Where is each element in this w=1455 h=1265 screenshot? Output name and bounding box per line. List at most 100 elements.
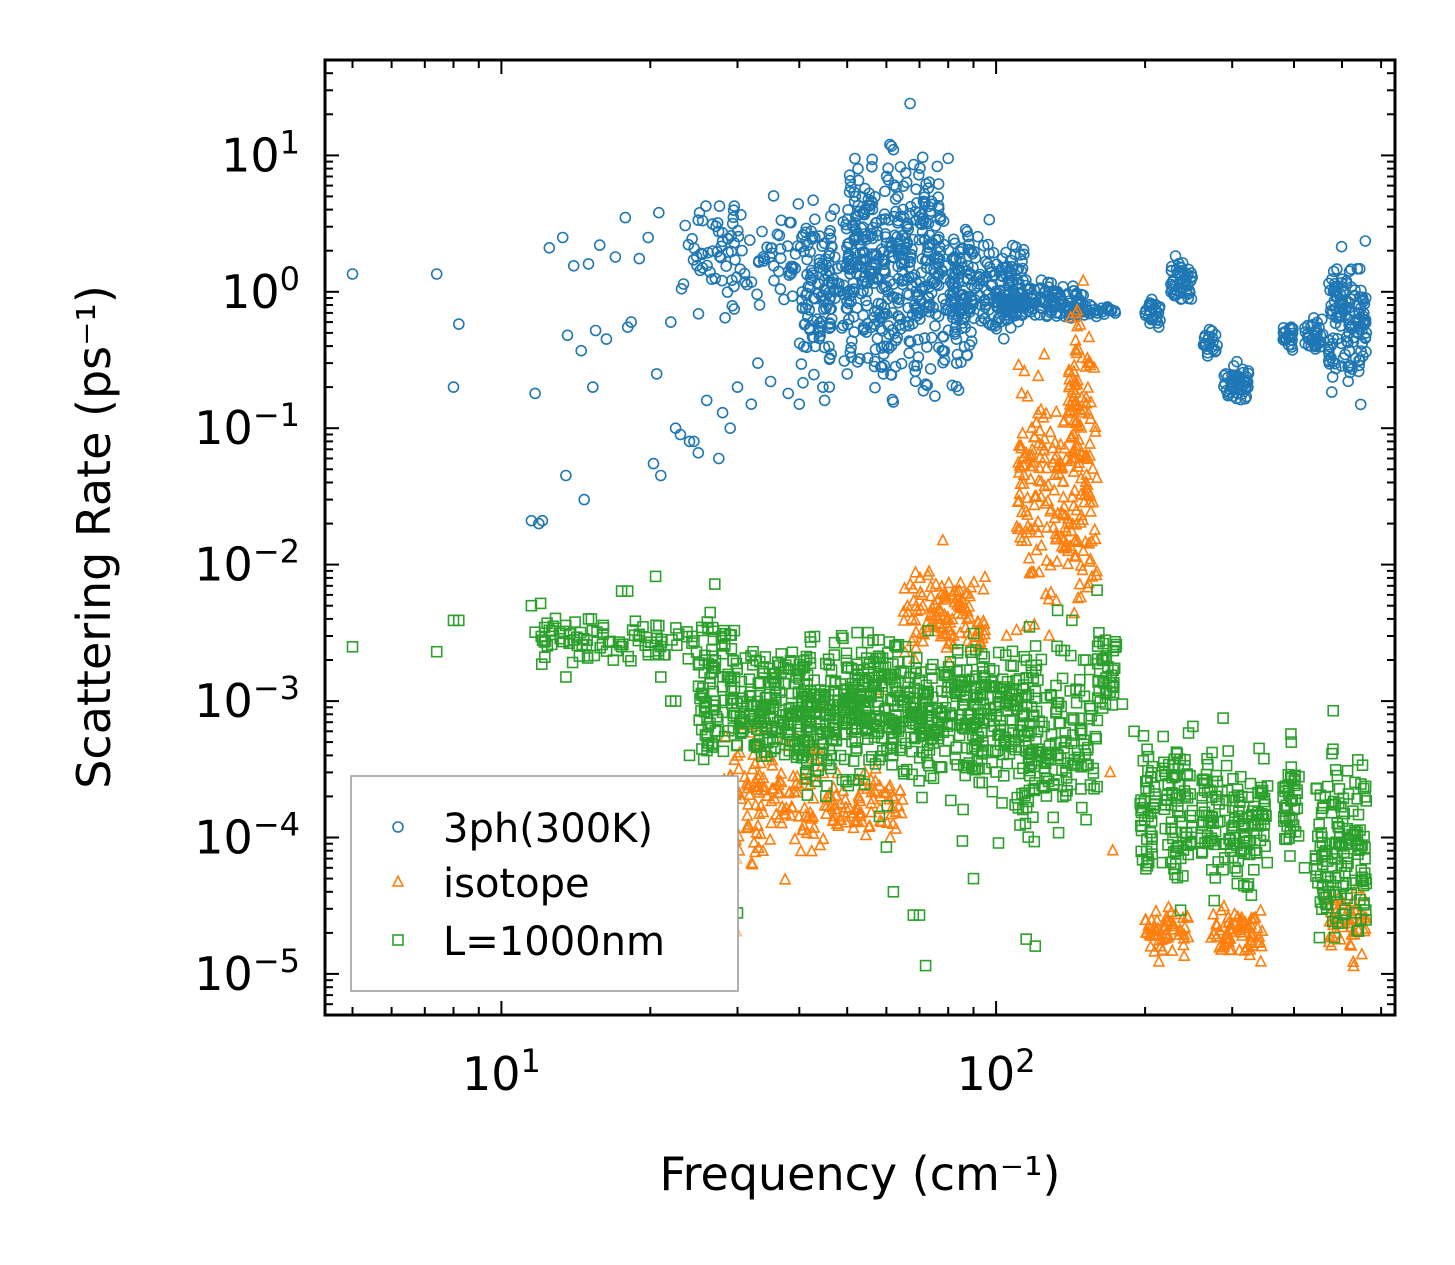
data-point [913,909,926,921]
data-point [887,742,899,755]
data-point [525,514,538,527]
data-point [806,331,819,343]
data-point [797,735,810,748]
data-point [1066,614,1078,627]
data-point [529,626,541,639]
data-point [1235,910,1248,923]
data-point [745,398,758,411]
data-point [978,651,991,663]
data-point [965,646,977,659]
data-point [1255,807,1268,820]
data-point [834,749,847,762]
data-point [1335,859,1347,872]
data-point [1000,302,1013,315]
data-point [978,672,990,684]
data-point [1170,746,1183,759]
data-point [925,287,938,299]
data-point [778,872,792,885]
data-point [1331,769,1344,782]
data-point [1075,350,1089,363]
data-point [686,637,698,649]
data-point [819,806,833,820]
data-point [1323,355,1335,368]
data-point [1038,720,1050,733]
data-point [1018,363,1031,377]
data-point [1329,853,1341,865]
data-point [988,681,1001,693]
data-point [752,677,765,690]
data-point [1034,282,1046,294]
data-point [913,307,926,320]
data-point [1327,265,1340,278]
data-point [640,631,653,644]
data-point [1083,663,1096,676]
data-point [1301,319,1314,332]
data-point [1076,543,1090,557]
data-point [1090,470,1104,484]
data-point [609,251,622,263]
data-point [769,692,782,705]
data-point [1083,713,1095,725]
data-point [1011,521,1025,535]
data-point [1206,863,1218,876]
data-point [1061,556,1075,570]
data-point [876,324,889,337]
data-point [594,641,607,654]
data-point [807,820,821,833]
data-point [1069,305,1083,319]
data-point [543,242,556,254]
data-point [731,224,744,237]
data-point [1071,459,1085,472]
data-point [778,293,790,306]
data-point [1020,279,1032,292]
data-point [823,340,835,353]
data-point [1031,368,1045,382]
data-point [1070,696,1083,709]
data-point [950,357,963,369]
data-point [698,666,711,679]
data-point [1107,686,1120,699]
data-point [573,650,586,662]
data-point [1172,805,1184,817]
data-point [915,283,928,295]
data-point [1018,707,1031,719]
data-point [1245,889,1258,902]
data-point [759,701,772,713]
data-point [716,235,729,248]
y-tick-label: 100 [221,260,300,319]
data-point [682,238,695,251]
data-point [1021,518,1035,532]
data-point [967,298,979,311]
data-point [885,339,898,352]
data-point [1280,812,1292,825]
data-point [717,745,730,758]
data-point [1110,638,1123,651]
data-point [753,713,766,725]
data-point [835,629,848,642]
data-point [547,620,560,633]
data-point [1352,923,1366,936]
data-point [1245,911,1259,925]
data-point [974,686,987,699]
data-point [1238,836,1251,849]
data-point [704,606,717,619]
data-point [1071,533,1085,547]
data-point [1025,757,1038,770]
data-point [732,761,746,775]
data-point [1067,498,1080,512]
data-point [840,647,853,660]
data-point [1013,292,1025,304]
data-point [702,737,715,749]
y-axis-label: Scattering Rate (ps⁻¹) [67,285,121,789]
data-point [905,611,919,625]
data-point [805,844,819,857]
data-point [858,208,871,221]
data-point [860,652,873,664]
data-point [1328,931,1341,944]
data-point [1352,365,1365,378]
data-point [792,778,806,791]
data-point [1075,405,1089,418]
data-point [841,368,854,380]
data-point [884,693,897,706]
data-point [971,230,984,243]
